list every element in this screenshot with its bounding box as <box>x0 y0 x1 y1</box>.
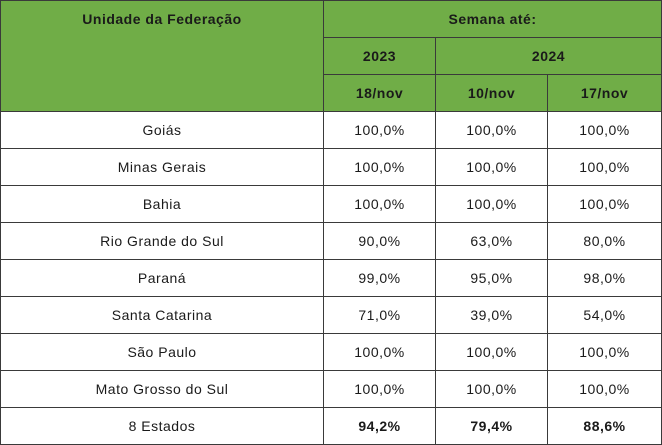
value-cell: 100,0% <box>323 111 436 149</box>
table-body: Goiás 100,0% 100,0% 100,0% Minas Gerais … <box>0 111 662 445</box>
table-row: Bahia 100,0% 100,0% 100,0% <box>0 185 662 223</box>
state-cell: Rio Grande do Sul <box>0 222 324 260</box>
value-cell: 100,0% <box>435 370 548 408</box>
value-cell: 100,0% <box>323 148 436 186</box>
value-cell: 100,0% <box>546 111 662 149</box>
week-until-header: Semana até: <box>322 0 662 38</box>
value-cell: 100,0% <box>435 185 548 223</box>
value-cell: 90,0% <box>323 222 436 260</box>
date-header-10nov: 10/nov <box>435 74 548 112</box>
state-cell: Bahia <box>0 185 324 223</box>
value-cell: 71,0% <box>323 296 436 334</box>
date-header-18nov: 18/nov <box>323 74 436 112</box>
state-cell: Minas Gerais <box>0 148 324 186</box>
value-cell: 63,0% <box>435 222 548 260</box>
value-cell: 100,0% <box>323 333 436 371</box>
total-label-cell: 8 Estados <box>0 407 324 445</box>
state-cell: Mato Grosso do Sul <box>0 370 324 408</box>
header-row-3: 18/nov 10/nov 17/nov <box>1 74 662 112</box>
table-row: Goiás 100,0% 100,0% 100,0% <box>0 111 662 149</box>
value-cell: 39,0% <box>435 296 548 334</box>
value-cell: 100,0% <box>546 370 662 408</box>
table-row: Minas Gerais 100,0% 100,0% 100,0% <box>0 148 662 186</box>
table-row: São Paulo 100,0% 100,0% 100,0% <box>0 333 662 371</box>
total-value-cell: 88,6% <box>546 407 662 445</box>
state-cell: Paraná <box>0 259 324 297</box>
year-2023-header: 2023 <box>323 37 436 75</box>
value-cell: 54,0% <box>546 296 662 334</box>
table-row: Paraná 99,0% 95,0% 98,0% <box>0 259 662 297</box>
value-cell: 100,0% <box>546 333 662 371</box>
total-value-cell: 94,2% <box>323 407 436 445</box>
date-header-17nov: 17/nov <box>546 74 662 112</box>
header-row-1: Unidade da Federação Semana até: <box>0 0 662 112</box>
value-cell: 100,0% <box>323 185 436 223</box>
state-cell: São Paulo <box>0 333 324 371</box>
table-row: Rio Grande do Sul 90,0% 63,0% 80,0% <box>0 222 662 260</box>
value-cell: 80,0% <box>546 222 662 260</box>
value-cell: 99,0% <box>323 259 436 297</box>
value-cell: 100,0% <box>435 148 548 186</box>
value-cell: 100,0% <box>435 111 548 149</box>
year-2024-header: 2024 <box>434 37 662 75</box>
value-cell: 98,0% <box>546 259 662 297</box>
value-cell: 95,0% <box>435 259 548 297</box>
state-column-header: Unidade da Federação <box>0 0 324 112</box>
state-cell: Santa Catarina <box>0 296 324 334</box>
total-value-cell: 79,4% <box>435 407 548 445</box>
header-row-2: 2023 2024 <box>1 37 662 75</box>
value-cell: 100,0% <box>435 333 548 371</box>
total-row: 8 Estados 94,2% 79,4% 88,6% <box>0 407 662 445</box>
value-cell: 100,0% <box>546 148 662 186</box>
value-cell: 100,0% <box>323 370 436 408</box>
table-row: Mato Grosso do Sul 100,0% 100,0% 100,0% <box>0 370 662 408</box>
state-cell: Goiás <box>0 111 324 149</box>
table-header: Unidade da Federação Semana até: 2023 20… <box>0 0 662 112</box>
value-cell: 100,0% <box>546 185 662 223</box>
table-row: Santa Catarina 71,0% 39,0% 54,0% <box>0 296 662 334</box>
